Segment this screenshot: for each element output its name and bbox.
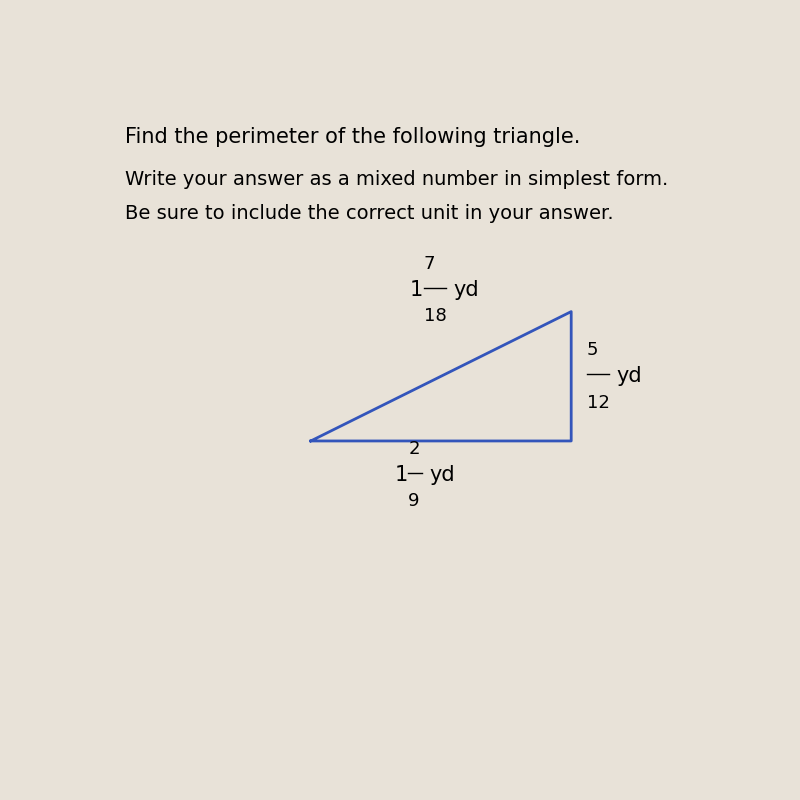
Text: 9: 9 — [408, 492, 420, 510]
Text: 2: 2 — [408, 439, 420, 458]
Text: yd: yd — [454, 280, 479, 300]
Text: 1: 1 — [394, 465, 408, 485]
Text: 18: 18 — [424, 307, 446, 326]
Text: 12: 12 — [586, 394, 610, 411]
Text: 5: 5 — [586, 341, 598, 359]
Text: yd: yd — [617, 366, 642, 386]
Text: 7: 7 — [424, 254, 435, 273]
Text: Find the perimeter of the following triangle.: Find the perimeter of the following tria… — [125, 127, 580, 147]
Text: 1: 1 — [410, 280, 423, 300]
Text: Write your answer as a mixed number in simplest form.: Write your answer as a mixed number in s… — [125, 170, 668, 189]
Text: Be sure to include the correct unit in your answer.: Be sure to include the correct unit in y… — [125, 204, 614, 223]
Text: yd: yd — [430, 465, 455, 485]
